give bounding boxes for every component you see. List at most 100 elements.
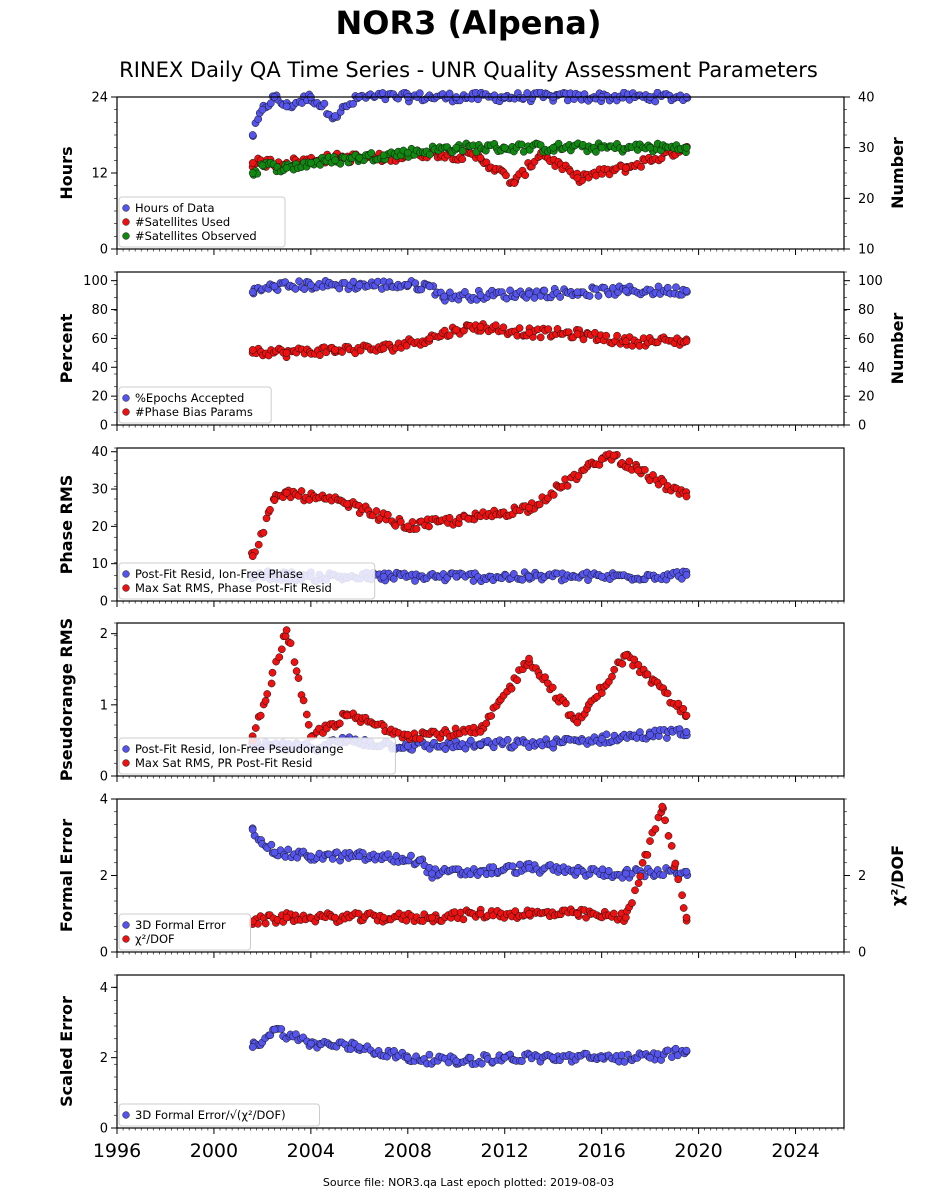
data-point — [277, 645, 286, 654]
data-point — [425, 150, 434, 159]
data-point — [585, 292, 594, 300]
y2-tick-label: 100 — [858, 274, 883, 289]
data-point — [267, 840, 276, 849]
data-point — [540, 286, 549, 295]
data-point — [263, 690, 272, 698]
x-tick-label: 2024 — [771, 1140, 819, 1162]
data-point — [403, 730, 412, 739]
data-point — [682, 492, 691, 501]
data-point — [573, 174, 582, 182]
panel-2: 0 20 40 60 80 100 0 20 40 60 80 100 Number Percent %Ep… — [57, 271, 907, 434]
data-point — [597, 455, 606, 464]
data-point — [458, 147, 467, 155]
data-point — [597, 1053, 606, 1062]
data-point — [294, 674, 303, 682]
y-axis-label: Percent — [57, 313, 76, 383]
y-tick-label: 30 — [91, 483, 108, 498]
y-tick-label: 2 — [100, 869, 108, 884]
data-point — [307, 1039, 315, 1048]
data-point — [320, 99, 329, 108]
data-point — [549, 143, 558, 152]
data-point — [604, 867, 613, 875]
data-point — [261, 696, 270, 705]
y-tick-label: 0 — [100, 243, 108, 258]
data-point — [403, 148, 412, 157]
legend: Post-Fit Resid, Ion-Free PseudorangeMax … — [118, 737, 396, 775]
data-point — [625, 457, 634, 466]
data-point — [515, 324, 524, 332]
data-point — [667, 842, 676, 850]
data-point — [331, 346, 339, 354]
data-point — [270, 282, 279, 291]
data-point — [521, 171, 530, 180]
data-point — [282, 913, 291, 922]
y-tick-label: 20 — [91, 520, 108, 535]
y-tick-label: 0 — [100, 419, 108, 434]
data-point — [507, 684, 516, 693]
legend-label: Max Sat RMS, Phase Post-Fit Resid — [135, 581, 332, 595]
y-axis-label: Formal Error — [57, 819, 76, 932]
data-point — [649, 471, 657, 479]
y2-axis-label: Number — [888, 313, 907, 385]
data-point — [379, 572, 388, 581]
data-point — [458, 155, 467, 164]
data-point — [476, 322, 485, 331]
data-point — [466, 1053, 475, 1062]
data-point — [415, 89, 424, 98]
data-point — [678, 891, 686, 900]
data-point — [445, 89, 454, 98]
data-point — [248, 346, 257, 354]
data-point — [643, 670, 652, 679]
data-point — [525, 289, 533, 298]
data-point — [636, 872, 645, 881]
data-point — [651, 97, 660, 106]
y2-tick-label: 60 — [858, 332, 875, 347]
data-point — [503, 735, 512, 744]
data-point — [622, 164, 630, 172]
data-point — [622, 651, 630, 659]
legend-marker — [122, 935, 130, 943]
data-point — [261, 919, 270, 928]
series-2 — [248, 626, 691, 745]
legend-label: Max Sat RMS, PR Post-Fit Resid — [135, 756, 312, 770]
legend-marker — [122, 232, 130, 240]
points-layer — [248, 802, 692, 928]
x-tick-label: 1996 — [93, 1140, 141, 1162]
legend-marker — [122, 584, 130, 592]
data-point — [379, 344, 388, 353]
series-1 — [248, 1024, 691, 1069]
data-point — [248, 169, 257, 177]
data-point — [256, 711, 265, 720]
data-point — [372, 507, 381, 515]
data-point — [634, 466, 642, 475]
data-point — [682, 337, 691, 346]
data-point — [664, 832, 673, 840]
data-point — [355, 1043, 364, 1051]
data-point — [476, 291, 485, 299]
y-tick-label: 2 — [100, 1051, 108, 1066]
data-point — [354, 909, 363, 918]
data-point — [416, 856, 424, 865]
data-point — [682, 286, 691, 295]
data-point — [487, 712, 496, 720]
y-tick-label: 10 — [91, 557, 108, 572]
data-point — [573, 330, 582, 338]
data-point — [367, 149, 376, 157]
data-point — [482, 719, 491, 728]
data-point — [661, 816, 669, 825]
data-point — [548, 683, 557, 692]
data-point — [270, 848, 279, 857]
y2-tick-label: 0 — [858, 946, 866, 961]
data-point — [544, 325, 553, 333]
data-point — [654, 282, 663, 291]
y2-tick-label: 0 — [858, 419, 866, 434]
data-point — [248, 131, 257, 139]
data-point — [618, 659, 627, 668]
y-tick-label: 0 — [100, 595, 108, 610]
legend-label: %Epochs Accepted — [135, 391, 244, 405]
data-point — [682, 143, 691, 152]
